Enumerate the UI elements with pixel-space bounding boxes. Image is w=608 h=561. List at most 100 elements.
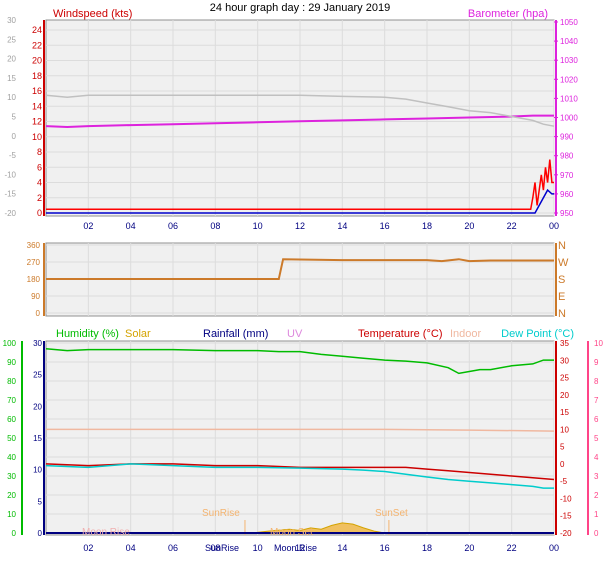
baro-tick-1040: 1040	[560, 37, 578, 46]
temp-tick--5: -5	[560, 477, 568, 486]
outer-tick--20: -20	[4, 209, 16, 218]
x-tick-label-p1-18: 18	[422, 221, 432, 231]
x-tick-label-p1-08: 08	[210, 221, 220, 231]
outer-tick-0: 0	[12, 132, 17, 141]
rain-tick-30: 30	[33, 339, 42, 348]
temp-tick-25: 25	[560, 374, 569, 383]
wind-tick-16: 16	[32, 86, 42, 96]
dir-tick-360: 360	[27, 241, 41, 250]
rain-tick-5: 5	[38, 497, 43, 506]
wind-tick-2: 2	[37, 193, 42, 203]
moonrise-bottom-label: Moon Rise	[274, 543, 317, 553]
outer-tick-10: 10	[7, 93, 16, 102]
rain-tick-10: 10	[33, 466, 42, 475]
outer-tick-15: 15	[7, 74, 16, 83]
x-tick-label-p3-08: 08	[210, 543, 220, 553]
baro-tick-960: 960	[560, 190, 574, 199]
temp-tick-10: 10	[560, 425, 569, 434]
hum-tick-90: 90	[7, 358, 16, 367]
x-tick-label-p3-02: 02	[83, 543, 93, 553]
outer-tick-30: 30	[7, 16, 16, 25]
uv-label: UV	[287, 328, 303, 340]
solar-label: Solar	[125, 328, 151, 340]
dir-compass-1: W	[558, 257, 569, 269]
x-tick-label-p1-14: 14	[337, 221, 347, 231]
uv-tick-5: 5	[594, 434, 599, 443]
outer-tick--10: -10	[4, 170, 16, 179]
x-tick-label-p3-20: 20	[464, 543, 474, 553]
temp-tick-30: 30	[560, 356, 569, 365]
hum-tick-0: 0	[12, 529, 17, 538]
uv-tick-10: 10	[594, 339, 603, 348]
wind-tick-18: 18	[32, 71, 42, 81]
baro-tick-1000: 1000	[560, 114, 578, 123]
x-tick-label-p1-04: 04	[126, 221, 136, 231]
barometer-label: Barometer (hpa)	[468, 8, 548, 20]
x-tick-label-p3-12: 12	[295, 543, 305, 553]
rainfall-label: Rainfall (mm)	[203, 328, 268, 340]
temp-tick-35: 35	[560, 339, 569, 348]
wind-tick-0: 0	[37, 208, 42, 218]
indoor-label: Indoor	[450, 328, 482, 340]
x-tick-label-p1-12: 12	[295, 221, 305, 231]
x-tick-label-p3-14: 14	[337, 543, 347, 553]
outer-tick--5: -5	[9, 151, 17, 160]
temp-tick--10: -10	[560, 494, 572, 503]
dir-tick-180: 180	[27, 275, 41, 284]
dir-tick-0: 0	[36, 309, 41, 318]
uv-tick-1: 1	[594, 510, 599, 519]
hum-tick-40: 40	[7, 453, 16, 462]
hum-tick-80: 80	[7, 377, 16, 386]
series-outer-line	[45, 94, 555, 127]
moonset-mid-label: Moon Set	[270, 527, 313, 538]
x-tick-label-p1-10: 10	[253, 221, 263, 231]
series-dewpoint-line	[45, 463, 554, 489]
dir-tick-270: 270	[27, 258, 41, 267]
wind-tick-22: 22	[32, 40, 42, 50]
dir-compass-0: N	[558, 240, 566, 252]
temp-tick-5: 5	[560, 443, 565, 452]
uv-tick-7: 7	[594, 396, 599, 405]
rain-tick-25: 25	[33, 371, 42, 380]
series-indoor-line	[46, 428, 555, 432]
outer-tick--15: -15	[4, 190, 16, 199]
baro-tick-950: 950	[560, 209, 574, 218]
x-tick-label-p1-02: 02	[83, 221, 93, 231]
x-tick-label-p1-16: 16	[380, 221, 390, 231]
wind-tick-6: 6	[37, 162, 42, 172]
windspeed-label: Windspeed (kts)	[53, 8, 132, 20]
dir-compass-4: N	[558, 308, 566, 320]
series-gust-line	[46, 159, 554, 210]
baro-tick-1020: 1020	[560, 75, 578, 84]
hum-tick-70: 70	[7, 396, 16, 405]
temp-tick-0: 0	[560, 460, 565, 469]
temp-tick--20: -20	[560, 529, 572, 538]
hum-tick-100: 100	[3, 339, 17, 348]
temp-tick--15: -15	[560, 512, 572, 521]
series-temperature-line	[45, 463, 555, 481]
dewpoint-label: Dew Point (°C)	[501, 328, 574, 340]
humidity-label: Humidity (%)	[56, 328, 119, 340]
wind-tick-12: 12	[32, 117, 42, 127]
baro-tick-970: 970	[560, 171, 574, 180]
dir-compass-3: E	[558, 291, 565, 303]
outer-tick-20: 20	[7, 55, 16, 64]
x-tick-label-p3-22: 22	[507, 543, 517, 553]
uv-tick-2: 2	[594, 491, 599, 500]
hum-tick-30: 30	[7, 472, 16, 481]
temperature-label: Temperature (°C)	[358, 328, 442, 340]
hum-tick-20: 20	[7, 491, 16, 500]
wind-tick-8: 8	[37, 147, 42, 157]
x-tick-label-p3-16: 16	[380, 543, 390, 553]
uv-tick-0: 0	[594, 529, 599, 538]
baro-tick-990: 990	[560, 133, 574, 142]
sunrise-top-label: SunRise	[202, 508, 240, 519]
moonrise-top-label: Moon Rise	[82, 527, 130, 538]
wind-tick-14: 14	[32, 101, 42, 111]
sunset-top-label: SunSet	[375, 508, 408, 519]
uv-tick-6: 6	[594, 415, 599, 424]
baro-tick-1030: 1030	[560, 56, 578, 65]
uv-tick-9: 9	[594, 358, 599, 367]
series-avg-line	[46, 188, 554, 214]
wind-tick-20: 20	[32, 56, 42, 66]
